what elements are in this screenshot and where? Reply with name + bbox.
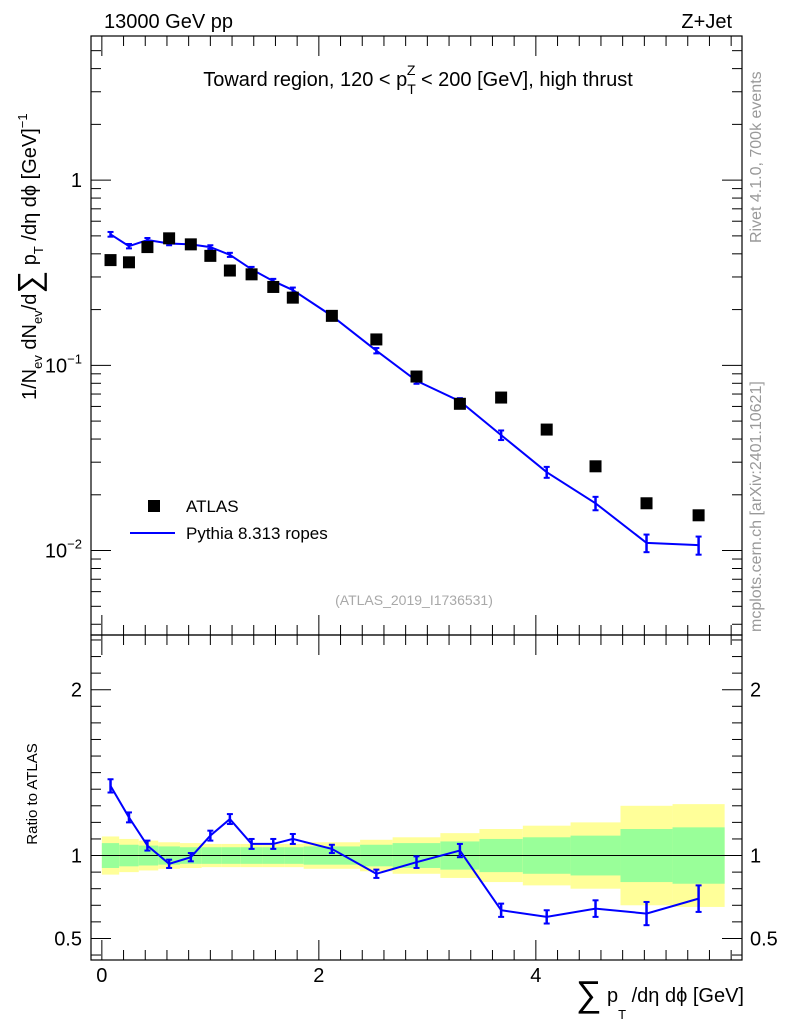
ylabel-b: dN: [19, 324, 41, 355]
legend: ATLAS Pythia 8.313 ropes: [130, 497, 328, 543]
atlas-point: [104, 254, 117, 267]
atlas-point: [495, 391, 508, 404]
title-prefix: Toward region, 120 < p: [203, 69, 407, 91]
ylabel-a: 1/N: [19, 369, 41, 400]
atlas-point: [245, 268, 258, 281]
main-y-axis-label: 1/Nev dNev/d∑ pT /dη dϕ [GeV]−1: [11, 113, 47, 400]
ratio-y-tick-label-right: 2: [750, 680, 761, 702]
energy-label: 13000 GeV pp: [104, 11, 233, 33]
xlabel-p: p: [601, 985, 618, 1007]
x-tick-label: 4: [530, 965, 541, 987]
atlas-series-main: [104, 232, 705, 522]
analysis-watermark: (ATLAS_2019_I1736531): [335, 592, 493, 608]
title-sub: T: [407, 81, 416, 97]
main-y-tick-labels: 110−110−2: [45, 170, 82, 562]
process-label: Z+Jet: [681, 11, 732, 33]
title-sup: Z: [407, 62, 416, 78]
y-tick-label: 10−1: [45, 351, 82, 377]
y-tick-label-base: 1: [71, 170, 82, 192]
atlas-point: [370, 333, 383, 346]
xlabel-sum: ∑: [576, 973, 602, 1014]
atlas-point: [286, 291, 299, 304]
atlas-point: [267, 280, 280, 293]
xlabel-sub: T: [618, 1007, 626, 1022]
atlas-point: [589, 460, 602, 473]
ratio-y-tick-label-left: 1: [71, 846, 82, 868]
atlas-point: [204, 249, 217, 262]
ratio-y-tick-label-right: 1: [750, 846, 761, 868]
main-panel: 110−110−2 Toward region, 120 < pTZ < 200…: [11, 35, 743, 636]
atlas-point: [184, 238, 197, 251]
atlas-point: [692, 509, 705, 522]
x-tick-label: 0: [96, 965, 107, 987]
ylabel-a-sub: ev: [30, 355, 45, 369]
ratio-panel: 0.5 0.5 1 1 2 2 0 2 4 Ratio to ATLAS ∑ pT /dη d…: [24, 634, 778, 1022]
ratio-ticks: [91, 635, 742, 960]
y-tick-label-base: 10: [45, 355, 67, 377]
x-tick-labels: 0 2 4: [96, 965, 541, 987]
atlas-point: [223, 264, 236, 277]
mc-series-main: [107, 230, 702, 556]
mcplots-label: mcplots.cern.ch [arXiv:2401.10621]: [748, 381, 765, 632]
x-tick-label: 2: [313, 965, 324, 987]
rivet-label: Rivet 4.1.0, 700k events: [748, 71, 765, 243]
ylabel-d-sub: T: [31, 246, 46, 254]
y-tick-label-exponent: −1: [67, 351, 82, 366]
atlas-point: [122, 256, 135, 269]
atlas-point: [141, 241, 154, 254]
main-ticks: [91, 35, 742, 635]
atlas-point: [163, 232, 176, 245]
atlas-point: [410, 370, 423, 383]
atlas-point: [640, 497, 653, 510]
ylabel-e-sup: −1: [15, 113, 30, 128]
main-frame: [90, 35, 743, 636]
xlabel-rest: /dη dϕ [GeV]: [626, 985, 744, 1007]
x-axis-label: ∑ pT /dη dϕ [GeV]: [576, 973, 744, 1022]
mc-series-ratio: [107, 778, 702, 927]
y-tick-label: 1: [71, 170, 82, 192]
y-tick-label-base: 10: [45, 541, 67, 563]
legend-atlas-label: ATLAS: [186, 497, 239, 516]
y-tick-label: 10−2: [45, 537, 82, 563]
ylabel-b-sub: ev: [30, 310, 45, 324]
legend-mc-label: Pythia 8.313 ropes: [186, 524, 328, 543]
ratio-frame: [90, 634, 743, 961]
ylabel-sum: ∑: [11, 271, 47, 294]
ratio-y-tick-label-left: 0.5: [54, 928, 82, 950]
ylabel-d: p: [19, 254, 41, 271]
atlas-point: [453, 397, 466, 410]
ylabel-e: /dη dϕ [GeV]: [19, 128, 41, 246]
y-tick-label-exponent: −2: [67, 537, 82, 552]
title-suffix: < 200 [GeV], high thrust: [415, 69, 633, 91]
atlas-point: [325, 309, 338, 322]
ratio-y-tick-label-right: 0.5: [750, 928, 778, 950]
ratio-y-axis-label: Ratio to ATLAS: [24, 743, 41, 844]
atlas-point: [540, 423, 553, 436]
legend-atlas-marker: [148, 500, 160, 512]
ylabel-c: /d: [19, 294, 41, 311]
ratio-y-tick-labels: 0.5 0.5 1 1 2 2: [54, 680, 778, 951]
main-title: Toward region, 120 < pTZ < 200 [GeV], hi…: [203, 62, 633, 97]
ratio-y-tick-label-left: 2: [71, 680, 82, 702]
